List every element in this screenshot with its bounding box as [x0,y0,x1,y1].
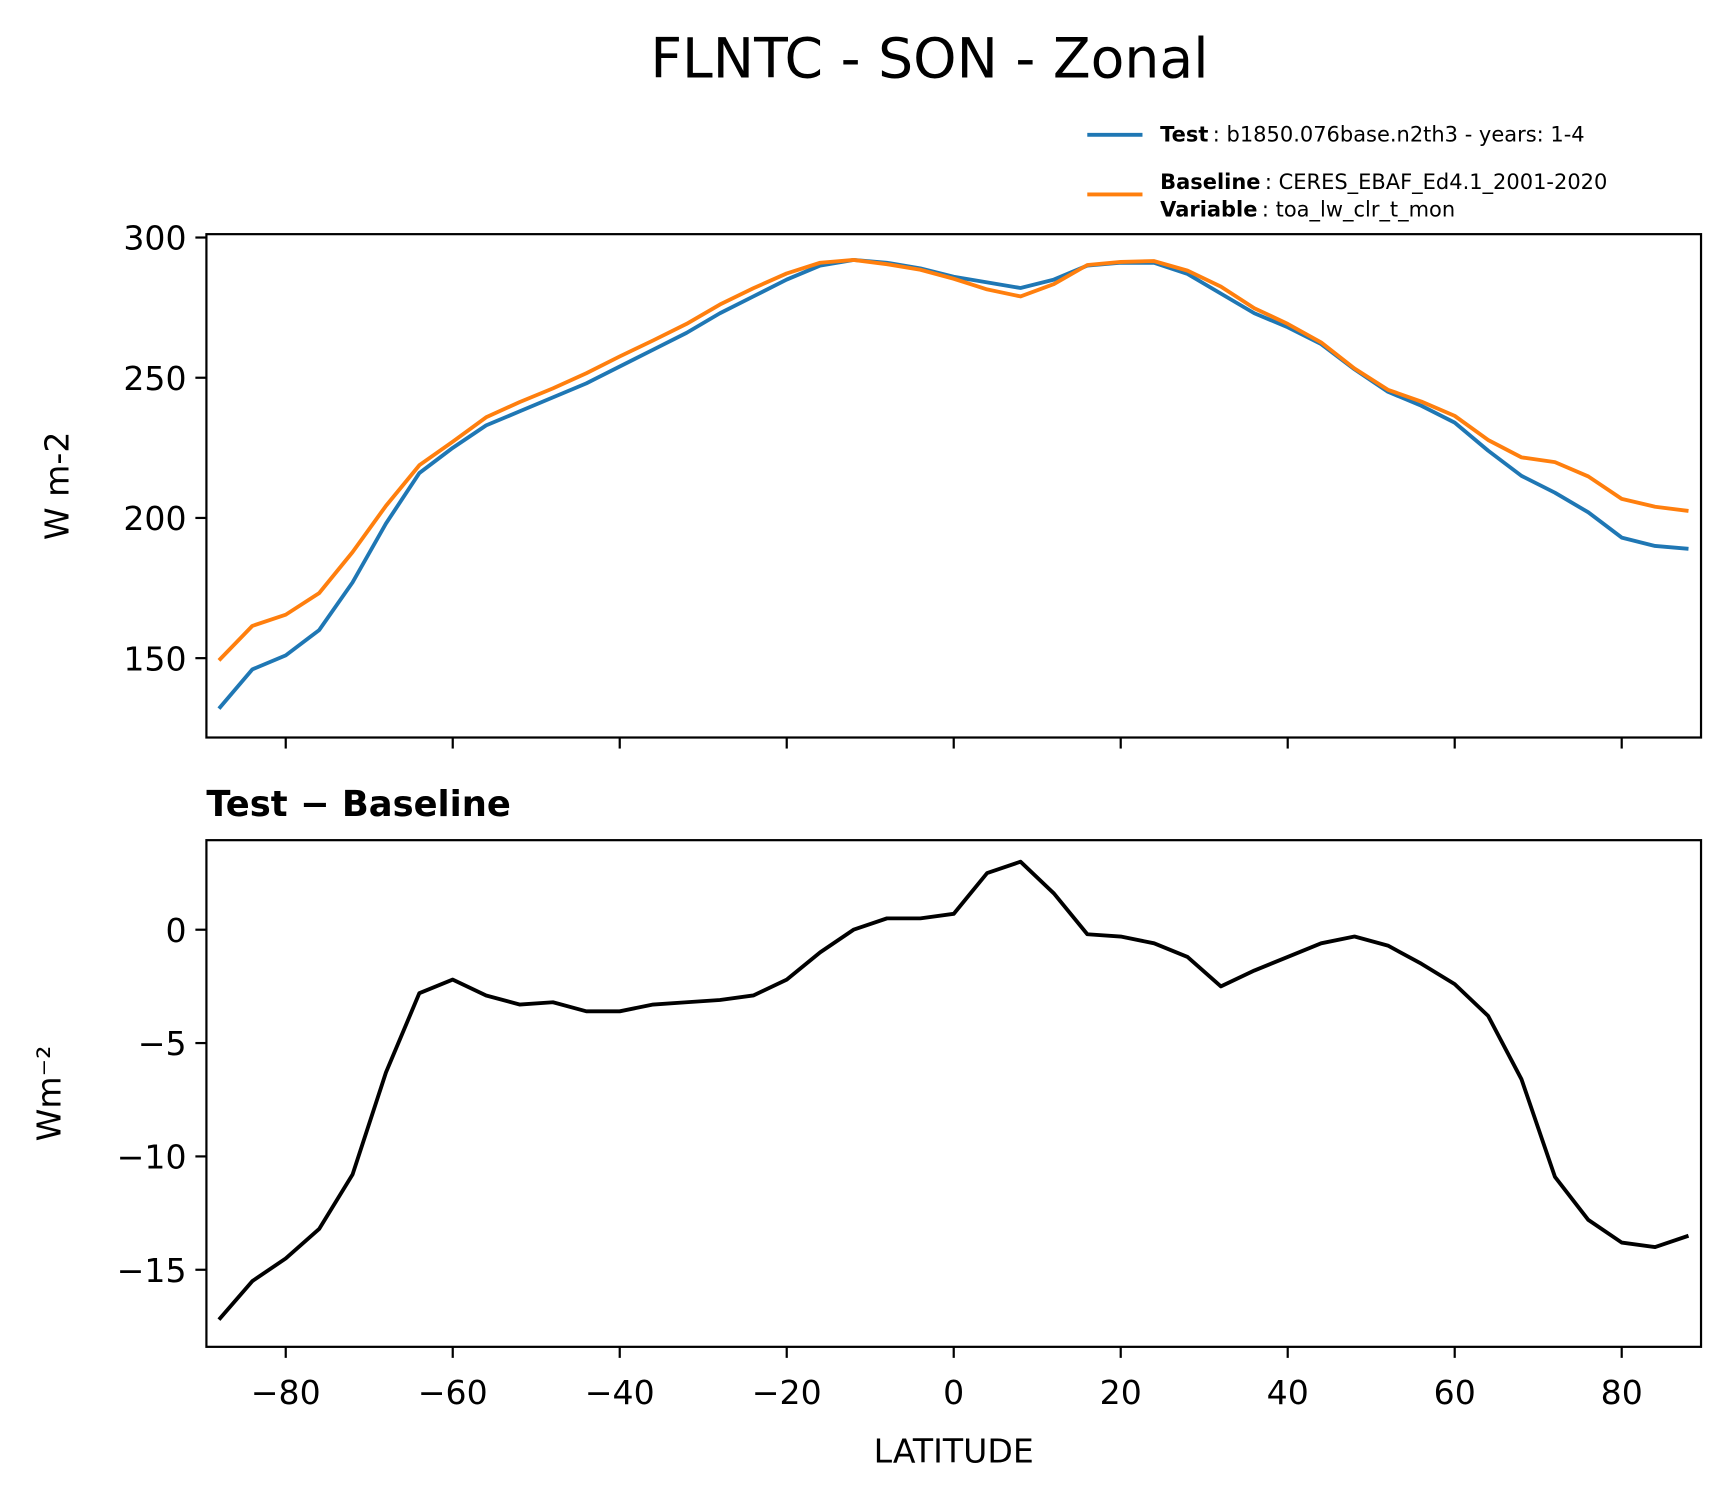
y-tick-label: −15 [117,1251,187,1290]
axes-frame [205,839,1703,1348]
x-tick-label: −60 [418,1373,488,1412]
y-tick-label: 300 [123,219,186,258]
data-line [217,258,1689,662]
x-tick-label: 0 [943,1373,964,1412]
y-tick-label: 0 [165,911,186,950]
y-tick-label: 200 [123,499,186,538]
legend-entry: Baseline: CERES_EBAF_Ed4.1_2001-2020 [1160,170,1607,195]
x-tick-label: −40 [585,1373,655,1412]
y-tick-label: −10 [117,1138,187,1177]
legend-entry: Test: b1850.076base.n2th3 - years: 1-4 [1160,122,1584,146]
legend-variable-value: : toa_lw_clr_t_mon [1262,197,1455,222]
x-axis-label: LATITUDE [874,1432,1034,1471]
x-tick-label: 40 [1267,1373,1309,1412]
legend-variable: Variable: toa_lw_clr_t_mon [1160,197,1455,222]
axes-title: Test − Baseline [206,784,510,825]
data-line [217,859,1690,1321]
y-tick-label: 150 [123,639,186,678]
x-tick-label: −80 [251,1373,321,1412]
figure-title: FLNTC - SON - Zonal [650,27,1208,91]
legend-name: Baseline [1160,170,1260,194]
y-axis-label: W m-2 [37,432,76,541]
y-tick-label: 250 [123,359,186,398]
axes-frame [205,233,1703,739]
x-tick-label: 80 [1601,1373,1643,1412]
data-line [217,258,1689,710]
x-tick-label: 20 [1100,1373,1142,1412]
legend-variable-label: Variable [1160,197,1257,221]
legend-name: Test [1160,122,1208,146]
legend-description: : CERES_EBAF_Ed4.1_2001-2020 [1265,170,1607,195]
y-axis-label: Wm⁻² [30,1046,69,1142]
legend-description: : b1850.076base.n2th3 - years: 1-4 [1213,122,1585,146]
x-tick-label: 60 [1434,1373,1476,1412]
y-tick-label: −5 [138,1024,187,1063]
x-tick-label: −20 [752,1373,822,1412]
